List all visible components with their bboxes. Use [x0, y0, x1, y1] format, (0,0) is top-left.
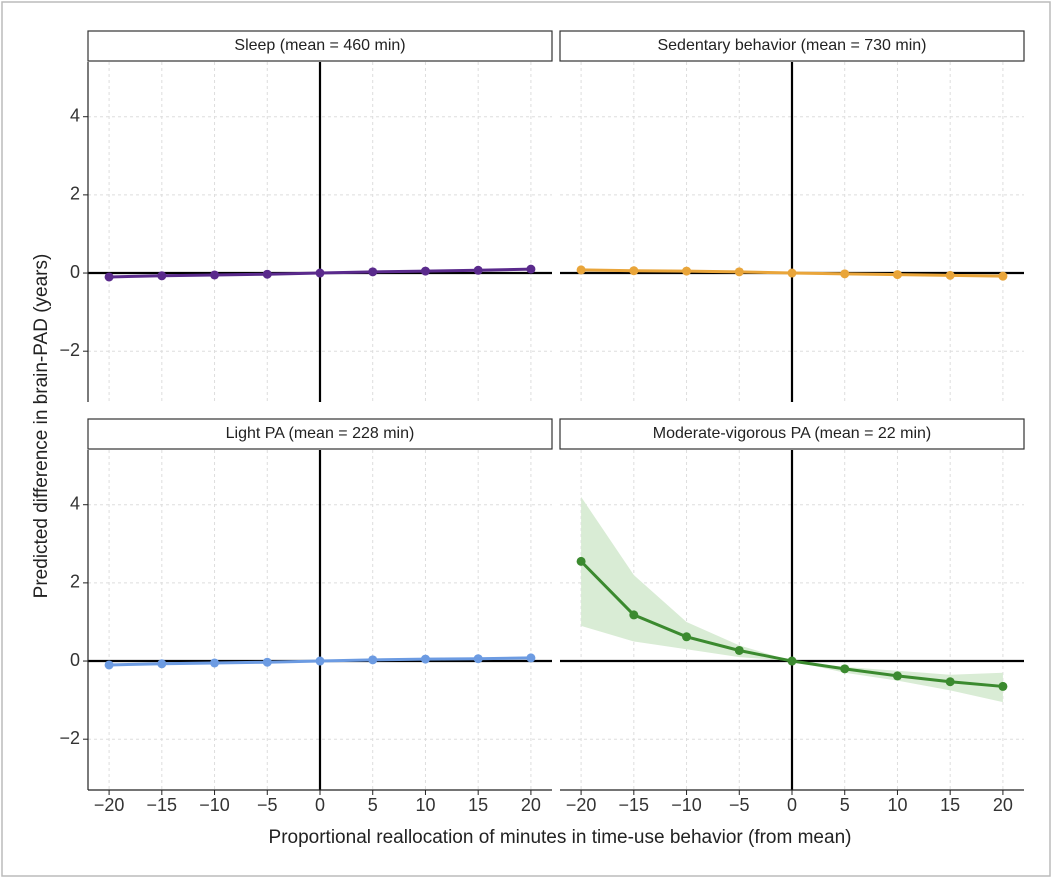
- x-tick-label: 10: [887, 795, 907, 815]
- panel-title: Sleep (mean = 460 min): [234, 37, 405, 54]
- x-tick-label: 0: [315, 795, 325, 815]
- point: [104, 660, 114, 670]
- point: [998, 271, 1008, 281]
- point: [315, 268, 325, 278]
- point: [262, 269, 272, 279]
- x-tick-label: −5: [257, 795, 278, 815]
- point: [840, 664, 850, 674]
- x-tick-label: −15: [619, 795, 650, 815]
- x-tick-label: 5: [840, 795, 850, 815]
- point: [473, 654, 483, 664]
- point: [315, 656, 325, 666]
- y-tick-label: 4: [70, 105, 80, 125]
- y-tick-label: 4: [70, 493, 80, 513]
- point: [892, 671, 902, 681]
- point: [840, 269, 850, 279]
- x-tick-label: 0: [787, 795, 797, 815]
- strip: [87, 30, 553, 62]
- x-tick-label: −5: [729, 795, 750, 815]
- point: [682, 632, 692, 642]
- x-tick-label: 20: [521, 795, 541, 815]
- point: [368, 267, 378, 277]
- x-axis-title: Proportional reallocation of minutes in …: [269, 827, 852, 848]
- point: [682, 266, 692, 276]
- point: [945, 677, 955, 687]
- x-tick-label: −10: [199, 795, 230, 815]
- point: [473, 265, 483, 275]
- point: [157, 659, 167, 669]
- point: [368, 655, 378, 665]
- point: [210, 658, 220, 668]
- y-tick-label: 2: [70, 572, 80, 592]
- point: [787, 656, 797, 666]
- strip: [559, 418, 1025, 450]
- strip: [559, 30, 1025, 62]
- y-tick-label: 2: [70, 184, 80, 204]
- point: [787, 268, 797, 278]
- point: [734, 645, 744, 655]
- y-tick-label: −2: [59, 728, 80, 748]
- point: [892, 270, 902, 280]
- point: [576, 556, 586, 566]
- point: [945, 270, 955, 280]
- y-tick-label: 0: [70, 262, 80, 282]
- point: [262, 657, 272, 667]
- point: [998, 681, 1008, 691]
- point: [629, 266, 639, 276]
- x-tick-label: −20: [566, 795, 597, 815]
- x-tick-label: −10: [671, 795, 702, 815]
- x-tick-label: 15: [940, 795, 960, 815]
- x-tick-label: 15: [468, 795, 488, 815]
- point: [157, 271, 167, 281]
- x-tick-label: −20: [94, 795, 125, 815]
- panel-title: Sedentary behavior (mean = 730 min): [657, 37, 926, 54]
- point: [734, 267, 744, 277]
- panel-title: Moderate-vigorous PA (mean = 22 min): [653, 425, 932, 442]
- point: [526, 653, 536, 663]
- point: [629, 610, 639, 620]
- point: [104, 272, 114, 282]
- point: [526, 264, 536, 274]
- point: [420, 266, 430, 276]
- strip: [87, 418, 553, 450]
- point: [420, 654, 430, 664]
- panel-title: Light PA (mean = 228 min): [226, 425, 415, 442]
- y-tick-label: −2: [59, 340, 80, 360]
- point: [576, 265, 586, 275]
- x-tick-label: 10: [415, 795, 435, 815]
- x-tick-label: −15: [147, 795, 178, 815]
- x-tick-label: 20: [993, 795, 1013, 815]
- y-axis-title: Predicted difference in brain-PAD (years…: [31, 254, 52, 599]
- x-tick-label: 5: [368, 795, 378, 815]
- y-tick-label: 0: [70, 650, 80, 670]
- point: [210, 270, 220, 280]
